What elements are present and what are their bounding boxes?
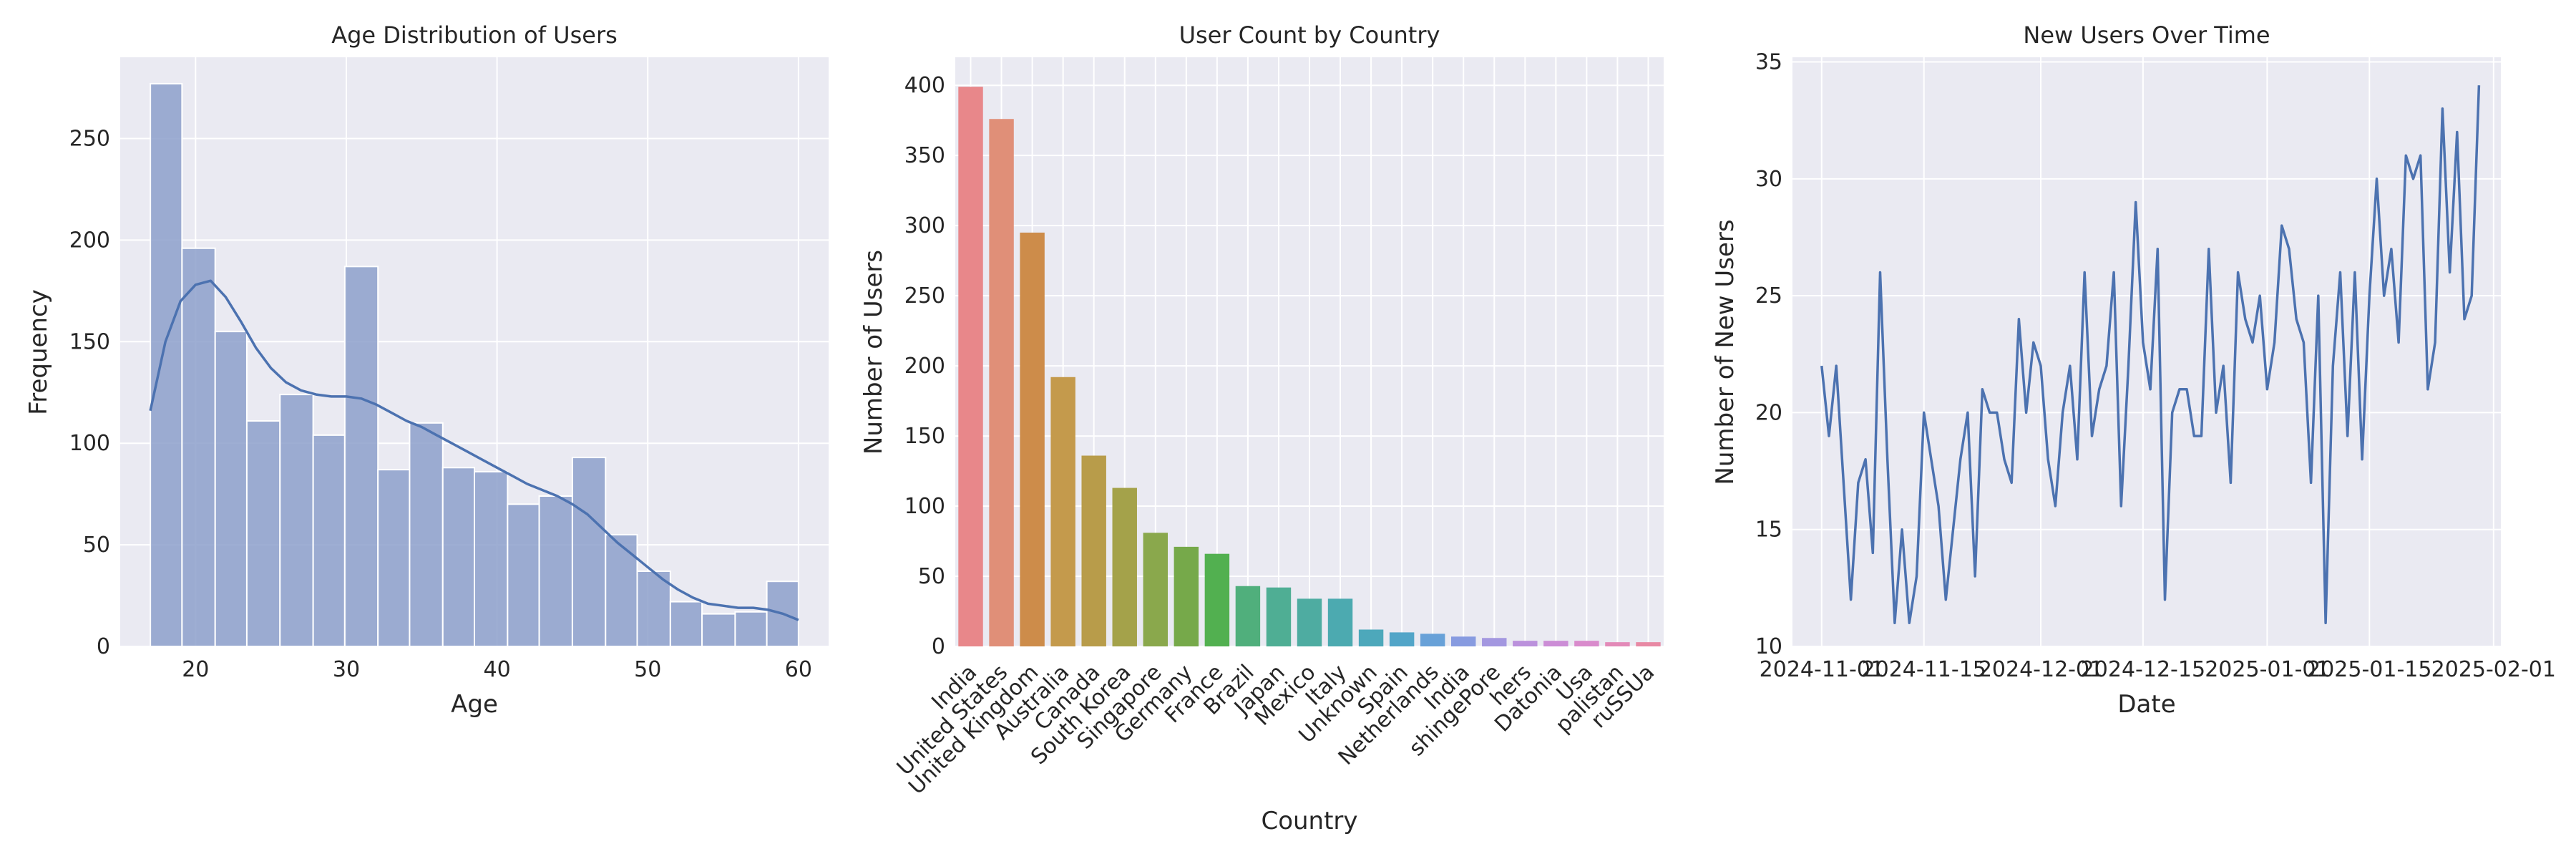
histogram-bar (734, 611, 768, 648)
country-bar (1451, 636, 1476, 646)
y-axis-label: Number of Users (859, 250, 888, 455)
country-bar (1636, 642, 1661, 646)
y-tick-label: 20 (1755, 400, 1782, 425)
x-tick-label: 2024-11-15 (1862, 657, 1986, 682)
x-axis-label: Age (451, 690, 498, 719)
y-tick-label: 10 (1755, 634, 1782, 659)
marks (1820, 85, 2481, 625)
x-tick-label: 2024-11-01 (1760, 657, 1884, 682)
x-tick-label: 2025-01-01 (2205, 657, 2329, 682)
country-bar (1358, 629, 1384, 646)
histogram-bar (571, 457, 607, 647)
country-bar (1543, 641, 1568, 646)
y-tick-label: 400 (904, 73, 945, 98)
x-tick-label: 2024-12-15 (2081, 657, 2205, 682)
histogram-bar (343, 266, 379, 647)
country-bar (1266, 587, 1292, 646)
histogram-bar (507, 503, 540, 648)
histogram-bar (701, 613, 736, 647)
country-bar (1174, 546, 1199, 646)
y-tick-label: 100 (69, 431, 110, 456)
histogram-bar (181, 247, 216, 647)
y-tick-label: 35 (1755, 50, 1782, 75)
histogram-bar (474, 470, 509, 647)
y-axis-label: Frequency (24, 289, 53, 415)
country-bar (1235, 586, 1261, 646)
histogram-bar (150, 82, 183, 647)
country-bar (1020, 232, 1045, 646)
x-tick-label: 60 (785, 657, 812, 682)
country-bar (989, 119, 1014, 646)
y-tick-label: 50 (918, 564, 945, 589)
y-tick-label: 200 (904, 354, 945, 379)
y-tick-label: 200 (69, 228, 110, 253)
histogram-bar (409, 422, 444, 647)
x-tick-label: 2025-02-01 (2431, 657, 2556, 682)
histogram-bar (441, 467, 475, 648)
marks (149, 82, 799, 648)
country-bar (1574, 641, 1599, 646)
y-tick-label: 350 (904, 143, 945, 168)
chart-title: Age Distribution of Users (331, 21, 618, 49)
chart-title: New Users Over Time (2023, 21, 2270, 49)
y-tick-label: 150 (69, 329, 110, 354)
x-tick-label: 2025-01-15 (2307, 657, 2431, 682)
y-tick-label: 25 (1755, 283, 1782, 309)
country-bar (958, 87, 983, 646)
x-axis-label: Date (2117, 690, 2175, 719)
y-tick-label: 250 (69, 127, 110, 152)
plot-area (1792, 57, 2501, 646)
x-tick-label: 20 (182, 657, 209, 682)
country-bar (1081, 455, 1106, 646)
ticks: 20 30 40 50 60 0 50 100 150 200 250 (69, 127, 812, 682)
histogram-bar (312, 434, 346, 647)
grid (1792, 57, 2501, 647)
country-bar (1143, 533, 1168, 646)
chart-title: User Count by Country (1179, 21, 1440, 49)
histogram-bar (279, 394, 314, 647)
histogram-bar (669, 601, 703, 647)
marks (958, 87, 1661, 646)
y-tick-label: 50 (83, 533, 110, 558)
x-axis-label: Country (1261, 807, 1357, 835)
country-bar (1605, 642, 1630, 646)
histogram-bar (605, 533, 638, 648)
y-tick-label: 250 (904, 283, 945, 309)
country-bar (1050, 377, 1075, 646)
y-tick-label: 30 (1755, 167, 1782, 192)
y-tick-label: 15 (1755, 518, 1782, 543)
new-users-line-panel: 2024-11-012024-11-152024-12-012024-12-15… (1711, 21, 2556, 719)
y-tick-label: 0 (97, 634, 110, 659)
x-tick-label: 50 (634, 657, 661, 682)
y-tick-label: 150 (904, 424, 945, 449)
x-tick-label: 40 (484, 657, 511, 682)
new-users-line (1820, 85, 2481, 625)
histogram-bar (245, 419, 281, 648)
country-bar (1204, 553, 1230, 646)
histogram-bar (636, 570, 671, 648)
country-bar (1482, 638, 1507, 646)
country-bar (1327, 598, 1353, 646)
age-histogram-panel: 20 30 40 50 60 0 50 100 150 200 250 Age Distributi… (24, 21, 829, 719)
country-bar (1420, 634, 1445, 646)
y-tick-label: 100 (904, 494, 945, 519)
kde-line (149, 279, 799, 621)
x-tick-label: 2024-12-01 (1979, 657, 2103, 682)
histogram-bar (377, 469, 411, 647)
histogram-bar (214, 331, 248, 647)
x-tick-label: 30 (333, 657, 360, 682)
y-tick-label: 0 (932, 634, 945, 659)
y-axis-label: Number of New Users (1711, 219, 1740, 485)
ticks: 2024-11-012024-11-152024-12-012024-12-15… (1755, 50, 2556, 682)
country-bar (1513, 641, 1538, 646)
country-bar (1112, 487, 1137, 646)
country-bar (1297, 598, 1322, 646)
y-tick-label: 300 (904, 213, 945, 238)
histogram-bar (538, 495, 573, 647)
country-bar (1389, 632, 1415, 646)
